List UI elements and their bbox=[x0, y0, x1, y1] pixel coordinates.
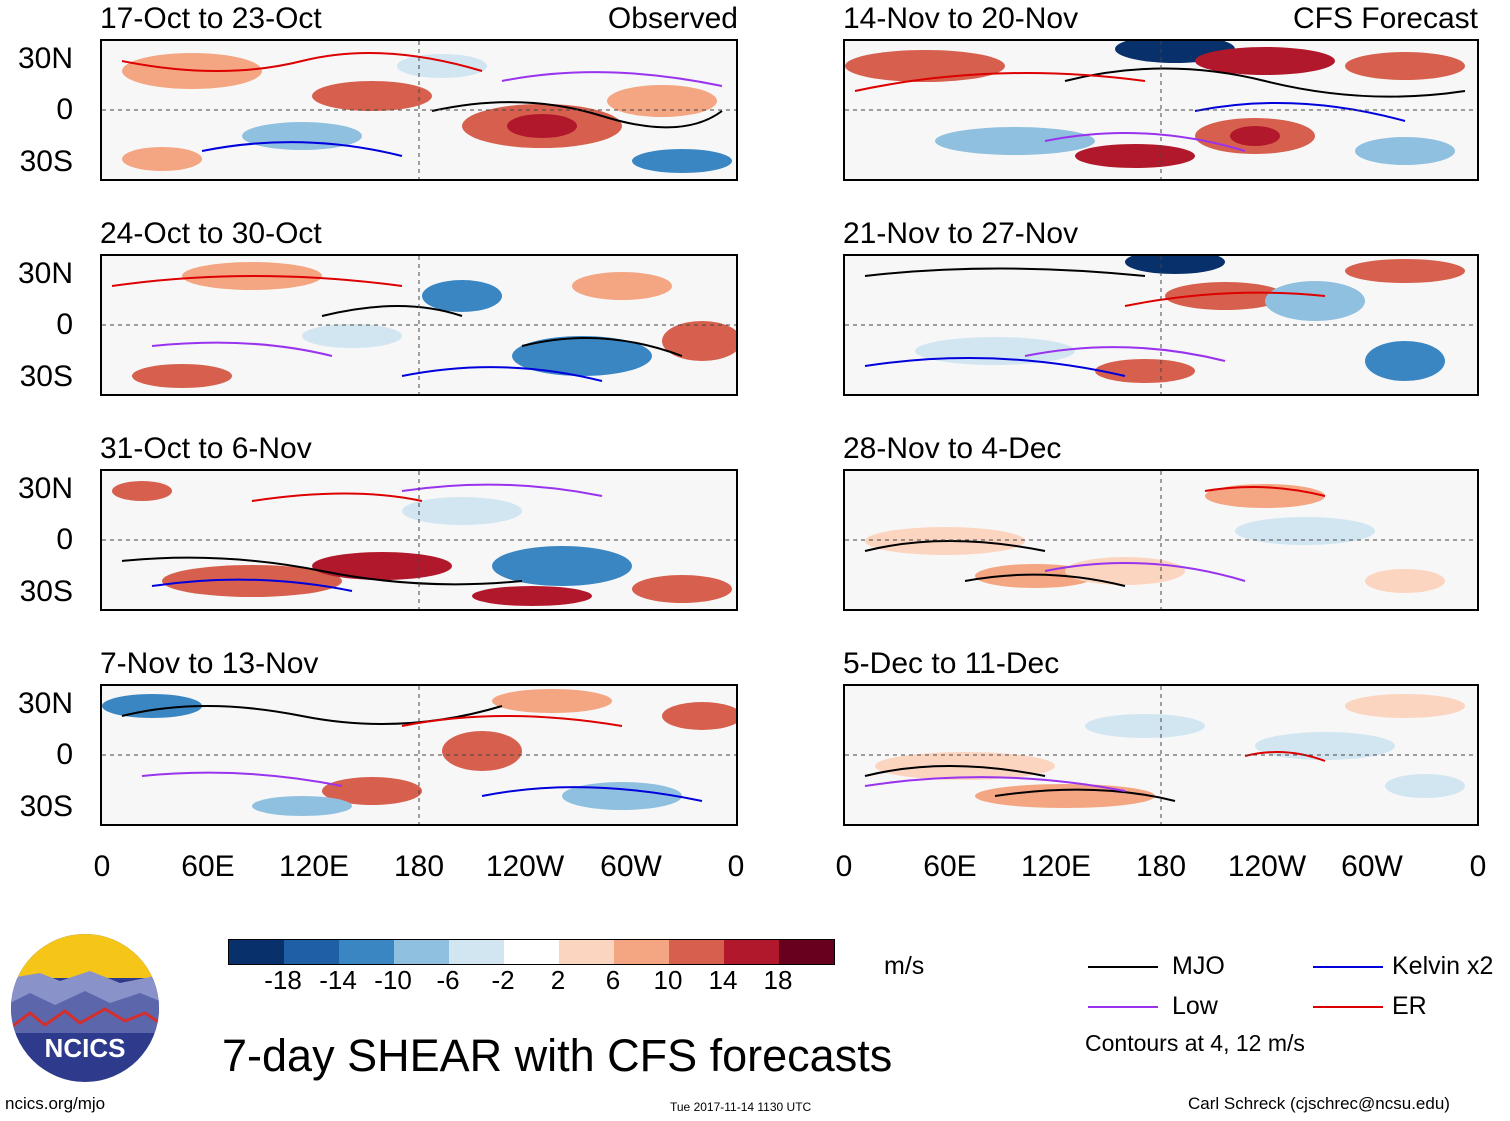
lon-label: 120E bbox=[278, 850, 350, 883]
panel-tag: Observed bbox=[607, 2, 738, 35]
lon-label: 180 bbox=[1135, 850, 1187, 883]
colorbar-label: 2 bbox=[550, 965, 566, 995]
colorbar-label: -2 bbox=[491, 965, 515, 995]
colorbar-swatch bbox=[504, 940, 559, 964]
colorbar-swatch bbox=[449, 940, 504, 964]
main-title: 7-day SHEAR with CFS forecasts bbox=[222, 1030, 893, 1081]
shear-field bbox=[102, 686, 736, 824]
colorbar-swatch bbox=[724, 940, 779, 964]
lon-label: 0 bbox=[727, 850, 745, 883]
panel-title: 31-Oct to 6-Nov bbox=[100, 432, 312, 465]
colorbar-label: -6 bbox=[436, 965, 460, 995]
shear-map bbox=[843, 684, 1479, 826]
colorbar-swatch bbox=[284, 940, 339, 964]
colorbar-label: 18 bbox=[763, 965, 793, 995]
colorbar-label: 6 bbox=[605, 965, 621, 995]
legend-swatch-kelvin bbox=[1313, 966, 1383, 968]
lat-label: 30S bbox=[19, 790, 73, 823]
panel-title: 24-Oct to 30-Oct bbox=[100, 217, 322, 250]
panel-tag: CFS Forecast bbox=[1292, 2, 1478, 35]
shear-map bbox=[100, 469, 738, 611]
footer-timestamp: Tue 2017-11-14 1130 UTC bbox=[670, 1100, 812, 1114]
shear-field bbox=[102, 41, 736, 179]
footer-author: Carl Schreck (cjschrec@ncsu.edu) bbox=[1188, 1094, 1450, 1113]
lat-label: 0 bbox=[56, 738, 73, 771]
panel-title: 5-Dec to 11-Dec bbox=[843, 647, 1060, 680]
colorbar-label: -14 bbox=[319, 965, 357, 995]
ncics-logo-icon bbox=[11, 934, 159, 1082]
lon-label: 120W bbox=[485, 850, 565, 883]
legend-label-kelvin: Kelvin x2 bbox=[1392, 952, 1494, 980]
shear-map bbox=[843, 254, 1479, 396]
lon-label: 0 bbox=[93, 850, 111, 883]
lat-label: 0 bbox=[56, 523, 73, 556]
colorbar-label: 14 bbox=[708, 965, 738, 995]
colorbar-swatch bbox=[669, 940, 724, 964]
legend-swatch-er bbox=[1313, 1006, 1383, 1008]
lat-label: 30S bbox=[19, 360, 73, 393]
lon-label: 120E bbox=[1020, 850, 1092, 883]
ncics-logo: NCICS bbox=[10, 933, 160, 1083]
lat-label: 0 bbox=[56, 93, 73, 126]
shear-map bbox=[100, 254, 738, 396]
lat-label: 30S bbox=[19, 145, 73, 178]
shear-map bbox=[843, 39, 1479, 181]
colorbar bbox=[228, 939, 835, 965]
colorbar-label: -10 bbox=[374, 965, 412, 995]
legend-swatch-mjo bbox=[1088, 966, 1158, 968]
legend-swatch-low bbox=[1088, 1006, 1158, 1008]
lat-label: 30N bbox=[17, 687, 73, 720]
colorbar-swatch bbox=[394, 940, 449, 964]
shear-map bbox=[843, 469, 1479, 611]
shear-field bbox=[102, 256, 736, 394]
shear-field bbox=[845, 41, 1477, 179]
panel-title: 28-Nov to 4-Dec bbox=[843, 432, 1062, 465]
colorbar-label: -18 bbox=[264, 965, 302, 995]
lon-label: 60W bbox=[600, 850, 662, 883]
colorbar-swatch bbox=[779, 940, 834, 964]
lon-label: 120W bbox=[1227, 850, 1307, 883]
colorbar-swatch bbox=[614, 940, 669, 964]
lat-label: 30N bbox=[17, 257, 73, 290]
legend-label-low: Low bbox=[1172, 992, 1218, 1020]
lat-label: 30N bbox=[17, 42, 73, 75]
shear-map bbox=[100, 39, 738, 181]
shear-map bbox=[100, 684, 738, 826]
lon-label: 60W bbox=[1341, 850, 1403, 883]
lat-label: 30N bbox=[17, 472, 73, 505]
legend-label-er: ER bbox=[1392, 992, 1427, 1020]
shear-field bbox=[845, 256, 1477, 394]
lon-label: 60E bbox=[923, 850, 977, 883]
lon-label: 0 bbox=[1469, 850, 1487, 883]
shear-field bbox=[845, 686, 1477, 824]
footer-url[interactable]: ncics.org/mjo bbox=[5, 1094, 106, 1113]
panel-title: 7-Nov to 13-Nov bbox=[100, 647, 319, 680]
shear-field bbox=[102, 471, 736, 609]
colorbar-swatch bbox=[559, 940, 614, 964]
colorbar-unit: m/s bbox=[884, 952, 925, 980]
panel-title: 14-Nov to 20-Nov bbox=[843, 2, 1079, 35]
logo-text: NCICS bbox=[44, 1033, 126, 1063]
lon-label: 180 bbox=[393, 850, 445, 883]
panel-title: 17-Oct to 23-Oct bbox=[100, 2, 322, 35]
lat-label: 0 bbox=[56, 308, 73, 341]
panel-title: 21-Nov to 27-Nov bbox=[843, 217, 1079, 250]
legend-note: Contours at 4, 12 m/s bbox=[1085, 1030, 1305, 1056]
lon-label: 60E bbox=[181, 850, 235, 883]
shear-field bbox=[845, 471, 1477, 609]
legend-label-mjo: MJO bbox=[1172, 952, 1225, 980]
lon-label: 0 bbox=[835, 850, 853, 883]
colorbar-swatch bbox=[339, 940, 394, 964]
lat-label: 30S bbox=[19, 575, 73, 608]
colorbar-swatch bbox=[229, 940, 284, 964]
colorbar-label: 10 bbox=[653, 965, 683, 995]
